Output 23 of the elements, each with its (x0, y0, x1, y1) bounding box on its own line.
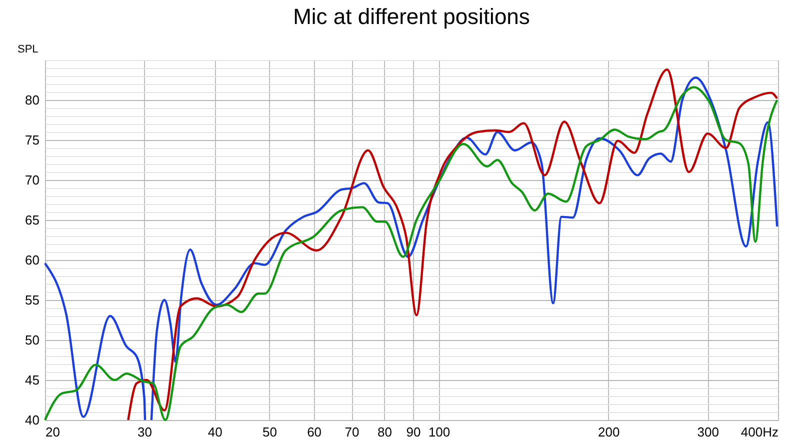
y-tick-label: 40 (25, 412, 40, 428)
x-tick-label: 80 (377, 424, 392, 440)
x-tick-label: 70 (344, 424, 360, 440)
y-tick-label: 65 (25, 212, 40, 228)
y-tick-label: 60 (25, 252, 40, 268)
x-tick-label: 50 (262, 424, 277, 440)
x-tick-label: 300 (697, 424, 719, 440)
x-tick-label: 400Hz (740, 424, 778, 440)
x-tick-label: 40 (208, 424, 222, 440)
y-tick-label: 50 (25, 332, 40, 348)
y-tick-label: 80 (25, 92, 40, 108)
y-tick-label: 70 (25, 172, 40, 188)
x-tick-label: 30 (137, 424, 152, 440)
y-axis-title: SPL (18, 44, 38, 56)
y-tick-label: 75 (25, 132, 40, 148)
chart-title: Mic at different positions (293, 4, 530, 29)
x-tick-label: 20 (46, 424, 60, 440)
y-tick-label: 55 (25, 292, 40, 308)
x-tick-label: 100 (428, 424, 450, 440)
x-tick-label: 200 (598, 424, 620, 440)
x-tick-label: 90 (406, 424, 421, 440)
y-tick-label: 45 (25, 372, 40, 388)
x-tick-label: 60 (307, 424, 322, 440)
